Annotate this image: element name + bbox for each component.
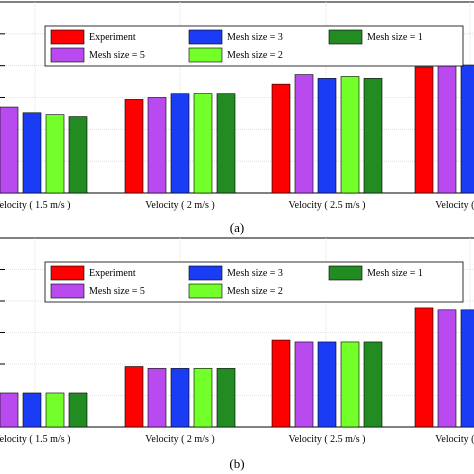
bar [363, 78, 383, 194]
caption-a: (a) [230, 220, 244, 235]
legend-swatch [328, 265, 363, 281]
x-tick-label: Velocity ( 3 m/s ) [435, 434, 474, 445]
bar [68, 116, 88, 194]
legend-label: Mesh size = 1 [367, 32, 423, 43]
bar [124, 366, 144, 428]
legend-item: Mesh size = 2 [188, 47, 283, 63]
x-tick-label: Velocity ( 1.5 m/s ) [0, 434, 70, 445]
legend-swatch [50, 29, 85, 45]
legend-label: Mesh size = 2 [227, 286, 283, 297]
bar [0, 392, 19, 428]
legend-swatch [188, 265, 223, 281]
bar [147, 97, 167, 194]
x-tick-label: Velocity ( 3 m/s ) [435, 200, 474, 211]
bar [216, 93, 236, 194]
legend-label: Mesh size = 5 [89, 50, 145, 61]
legend-swatch [50, 265, 85, 281]
legend: Experiment Mesh size = 3 Mesh size = 1 Mesh… [44, 25, 464, 67]
legend-item: Mesh size = 1 [328, 265, 423, 281]
bar [216, 368, 236, 428]
bar [294, 74, 314, 194]
bar [22, 392, 42, 428]
bar [294, 341, 314, 428]
legend-label: Mesh size = 2 [227, 50, 283, 61]
bar [317, 341, 337, 428]
legend-frame [44, 261, 464, 303]
caption-b: (b) [229, 456, 244, 471]
legend-swatch [188, 29, 223, 45]
legend-swatch [188, 283, 223, 299]
bar [340, 76, 360, 194]
legend-label: Mesh size = 3 [227, 32, 283, 43]
bar [271, 83, 291, 194]
bar [460, 64, 474, 194]
bar [271, 339, 291, 428]
panel-b: Velocity ( 1.5 m/s ) Velocity ( 2 m/s ) Ve… [0, 237, 474, 445]
x-tick-label: Velocity ( 2 m/s ) [145, 434, 214, 445]
legend-swatch [50, 283, 85, 299]
legend: Experiment Mesh size = 3 Mesh size = 1 Mesh… [44, 261, 464, 303]
x-tick-label: Velocity ( 1.5 m/s ) [0, 200, 70, 211]
bar [414, 66, 434, 194]
x-tick-label: Velocity ( 2.5 m/s ) [289, 200, 366, 211]
x-tick-label: Velocity ( 2 m/s ) [145, 200, 214, 211]
bar [193, 93, 213, 194]
x-tick-label: Velocity ( 2.5 m/s ) [289, 434, 366, 445]
legend-swatch [188, 47, 223, 63]
bar [414, 307, 434, 428]
panel-a: Velocity ( 1.5 m/s ) Velocity ( 2 m/s ) Ve… [0, 1, 474, 211]
bar [317, 78, 337, 194]
legend-item: Mesh size = 3 [188, 29, 283, 45]
bar [124, 99, 144, 194]
legend-swatch [328, 29, 363, 45]
legend-item: Mesh size = 5 [50, 283, 145, 299]
legend-item: Mesh size = 2 [188, 283, 283, 299]
legend-swatch [50, 47, 85, 63]
bar [147, 368, 167, 428]
legend-item: Experiment [50, 29, 136, 45]
bar [45, 392, 65, 428]
bar [45, 114, 65, 194]
legend-frame [44, 25, 464, 67]
bar [437, 58, 457, 194]
bar [22, 112, 42, 194]
bar [170, 93, 190, 194]
legend-label: Mesh size = 5 [89, 286, 145, 297]
legend-item: Mesh size = 5 [50, 47, 145, 63]
legend-label: Mesh size = 1 [367, 268, 423, 279]
bar [68, 392, 88, 428]
legend-item: Mesh size = 1 [328, 29, 423, 45]
bar [170, 368, 190, 428]
bar [0, 106, 19, 194]
legend-item: Mesh size = 3 [188, 265, 283, 281]
bar [363, 341, 383, 428]
legend-label: Experiment [89, 268, 136, 279]
legend-label: Experiment [89, 32, 136, 43]
legend-item: Experiment [50, 265, 136, 281]
bar [460, 309, 474, 428]
bar [437, 309, 457, 428]
bar [340, 341, 360, 428]
bar [193, 368, 213, 428]
legend-label: Mesh size = 3 [227, 268, 283, 279]
